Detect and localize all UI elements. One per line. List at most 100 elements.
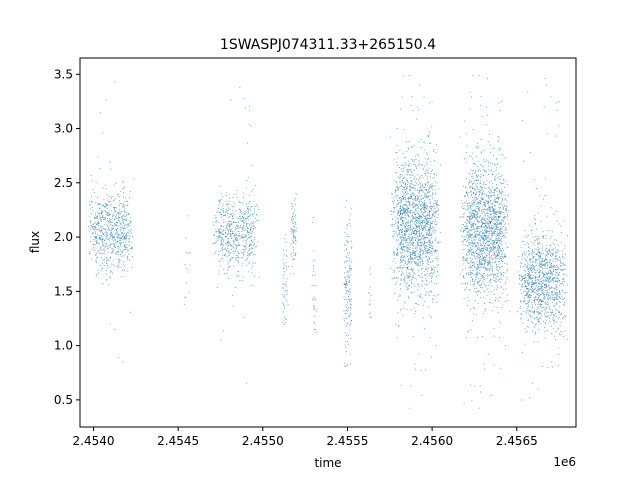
data-point [402,196,404,198]
data-point [406,174,408,176]
data-point [417,262,419,264]
data-point [409,248,411,250]
data-point [494,178,496,180]
data-point [120,251,122,253]
data-point [416,174,418,176]
data-point [344,262,346,264]
data-point [499,229,501,231]
data-point [423,317,425,319]
data-point [425,174,427,176]
data-point [111,231,113,233]
data-point [286,266,287,268]
data-point [403,217,405,219]
data-point [251,244,253,246]
data-point [123,204,124,205]
data-point [249,254,251,256]
data-point [419,217,421,219]
data-point [244,235,246,237]
data-point [235,245,237,247]
data-point [433,220,435,222]
data-point [397,245,399,247]
data-point [110,233,112,235]
data-point [105,211,107,213]
data-point [129,235,131,237]
data-point [230,233,232,235]
data-point [407,266,409,268]
data-point [425,205,427,207]
data-point [459,229,461,231]
data-point [369,312,371,314]
data-point [483,211,484,213]
data-point [126,237,127,239]
data-point [228,221,230,223]
data-point [112,224,113,226]
data-point [466,227,468,229]
data-point [242,192,244,194]
data-point [409,407,411,409]
data-point [413,272,415,274]
data-point [472,204,474,206]
data-point [494,274,496,276]
data-point [431,232,433,234]
data-point [459,136,461,138]
data-point [404,157,406,159]
data-point [401,96,403,98]
data-point [407,171,409,172]
data-point [494,234,496,236]
data-point [112,243,114,245]
data-point [250,236,252,237]
data-point [404,260,406,262]
data-point [397,189,399,191]
data-point [463,158,465,160]
data-point [426,259,428,261]
data-point [470,207,472,209]
data-point [105,236,107,238]
data-point [294,237,296,238]
data-point [412,232,414,234]
data-point [119,200,120,202]
data-point [121,218,123,219]
data-point [220,216,222,218]
data-point [431,170,432,172]
data-point [121,237,123,239]
data-point [241,265,243,267]
data-point [426,176,428,178]
data-point [315,332,317,333]
data-point [397,277,399,279]
data-point [487,231,489,233]
data-point [398,326,400,328]
data-point [425,242,427,244]
data-point [426,192,428,194]
data-point [466,240,468,242]
data-point [228,252,230,253]
data-point [397,228,399,230]
data-point [498,197,500,199]
data-point [487,218,489,220]
data-point [474,222,476,224]
data-point [476,211,478,213]
data-point [411,213,413,215]
data-point [349,257,351,259]
data-point [410,261,412,263]
data-point [496,284,498,286]
data-point [283,304,285,306]
data-point [90,208,91,210]
data-point [400,232,402,233]
data-point [427,191,428,193]
data-point [406,213,408,214]
data-point [476,294,478,296]
data-point [430,223,432,225]
data-point [293,273,295,275]
data-point [395,190,397,192]
data-point [123,245,125,247]
data-point [484,161,486,163]
data-point [482,257,484,259]
data-point [397,312,399,314]
data-point [488,291,490,293]
data-point [482,239,484,241]
data-point [346,322,348,324]
data-point [424,247,426,249]
data-point [294,253,296,255]
data-point [406,244,408,246]
data-point [473,178,475,179]
